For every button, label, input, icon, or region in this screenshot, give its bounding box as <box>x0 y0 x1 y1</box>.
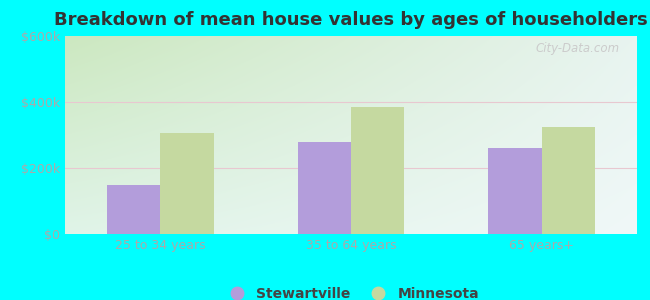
Bar <box>107 184 161 234</box>
Bar <box>161 133 214 234</box>
Title: Breakdown of mean house values by ages of householders: Breakdown of mean house values by ages o… <box>54 11 648 29</box>
Bar <box>351 107 404 234</box>
Legend: Stewartville, Minnesota: Stewartville, Minnesota <box>217 281 485 300</box>
Bar <box>488 148 541 234</box>
Bar <box>541 127 595 234</box>
Text: City-Data.com: City-Data.com <box>536 42 620 55</box>
Bar <box>298 142 351 234</box>
